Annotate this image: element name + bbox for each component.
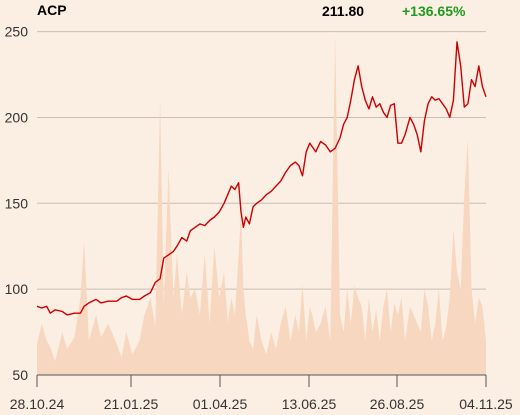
- y-tick-label: 250: [5, 24, 29, 40]
- x-tick-label: 04.11.25: [459, 396, 513, 412]
- x-axis: 28.10.24 21.01.25 01.04.25 13.06.25 26.08.25…: [10, 374, 513, 412]
- x-tick-label: 21.01.25: [104, 396, 159, 412]
- x-tick-label: 01.04.25: [193, 396, 248, 412]
- volume-area-group: [37, 35, 486, 375]
- chart-header: ACP 211.80 +136.65%: [0, 0, 520, 22]
- last-price: 211.80: [322, 3, 365, 19]
- y-tick-label: 50: [12, 367, 28, 383]
- price-line: [36, 41, 487, 316]
- y-tick-label: 200: [5, 109, 29, 125]
- price-line-group: [36, 41, 487, 316]
- y-tick-label: 100: [5, 281, 29, 297]
- gridlines: [37, 31, 486, 376]
- ticker-symbol: ACP: [37, 2, 67, 18]
- y-axis: 50 100 150 200 250: [5, 24, 29, 383]
- x-tick-label: 26.08.25: [370, 396, 425, 412]
- volume-area: [37, 35, 486, 375]
- y-tick-label: 150: [5, 195, 29, 211]
- x-tick-label: 28.10.24: [10, 396, 65, 412]
- percent-change: +136.65%: [402, 3, 466, 19]
- x-tick-label: 13.06.25: [282, 396, 337, 412]
